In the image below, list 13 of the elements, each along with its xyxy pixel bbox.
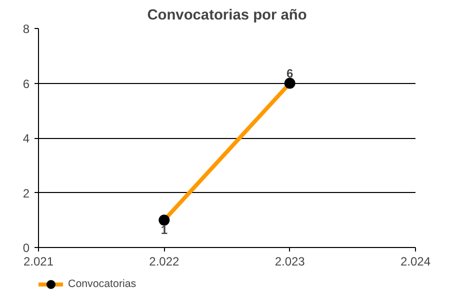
chart-title: Convocatorias por año	[147, 8, 307, 24]
x-tick-label: 2.022	[149, 254, 180, 268]
x-tick-label: 2.023	[274, 254, 306, 268]
y-tick-label: 8	[22, 22, 30, 36]
y-tick-label: 0	[22, 241, 30, 255]
y-tick-label: 4	[22, 132, 30, 146]
y-tick-label: 2	[22, 186, 30, 200]
data-label: 1	[160, 223, 168, 238]
data-label: 6	[286, 66, 294, 80]
y-tick-label: 6	[22, 76, 30, 91]
x-tick-label: 2.024	[400, 254, 431, 268]
x-tick-label: 2.021	[23, 254, 54, 268]
legend-label: Convocatorias	[68, 278, 136, 290]
